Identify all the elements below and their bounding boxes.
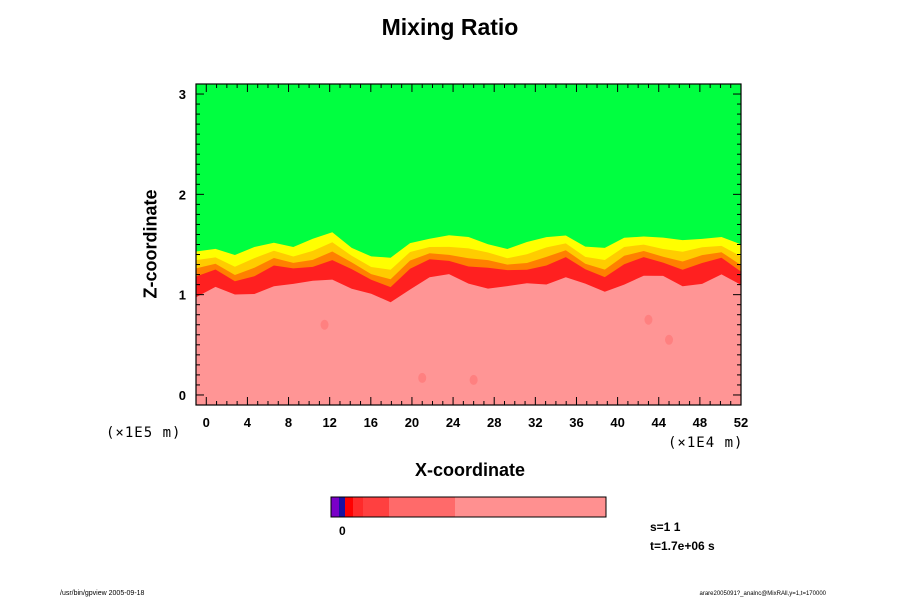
x-tick-label: 0	[203, 415, 210, 430]
chart-title: Mixing Ratio	[381, 14, 519, 40]
colorbar-frame	[330, 496, 607, 518]
y-axis-label: Z-coordinate	[140, 189, 161, 299]
footer-command: /usr/bin/gpview 2005-09-18	[60, 590, 145, 597]
colorbar-segment	[331, 497, 339, 517]
y-axis-unit: (×1E5 m)	[106, 425, 182, 441]
x-axis-unit: (×1E4 m)	[668, 435, 744, 451]
x-tick-label: 44	[652, 415, 667, 430]
x-tick-label: 20	[405, 415, 419, 430]
field-blob	[665, 334, 674, 345]
plot-frame	[195, 83, 742, 406]
x-tick-label: 36	[569, 415, 583, 430]
field-blob	[644, 314, 653, 325]
y-tick-label: 3	[179, 87, 186, 102]
y-tick-label: 2	[179, 187, 186, 202]
x-tick-label: 48	[693, 415, 707, 430]
colorbar	[330, 496, 607, 518]
field-blob	[418, 372, 427, 383]
field-blob	[320, 319, 329, 330]
mixing-ratio-field	[196, 84, 741, 405]
field-blob	[469, 374, 478, 385]
x-tick-label: 8	[285, 415, 292, 430]
colorbar-segment	[353, 497, 363, 517]
lower-layer	[196, 274, 741, 405]
footer-source: arare2005091?_analnc@MixRAll,y=1,t=17000…	[699, 591, 826, 597]
colorbar-segment	[339, 497, 345, 517]
colorbar-zero-label: 0	[339, 524, 346, 538]
x-tick-label: 12	[322, 415, 336, 430]
x-axis-label: X-coordinate	[414, 460, 525, 480]
step-annotation: s=1 1	[650, 520, 681, 534]
colorbar-segment	[389, 497, 455, 517]
x-tick-label: 16	[364, 415, 378, 430]
x-tick-label: 40	[610, 415, 624, 430]
x-tick-label: 4	[244, 415, 252, 430]
colorbar-segment	[363, 497, 389, 517]
y-tick-label: 0	[179, 388, 186, 403]
colorbar-segment	[455, 497, 606, 517]
x-tick-label: 24	[446, 415, 461, 430]
y-tick-label: 1	[179, 288, 186, 303]
colorbar-segment	[345, 497, 353, 517]
x-tick-label: 32	[528, 415, 542, 430]
time-annotation: t=1.7e+06 s	[650, 539, 715, 553]
x-tick-label: 28	[487, 415, 501, 430]
x-tick-label: 52	[734, 415, 748, 430]
